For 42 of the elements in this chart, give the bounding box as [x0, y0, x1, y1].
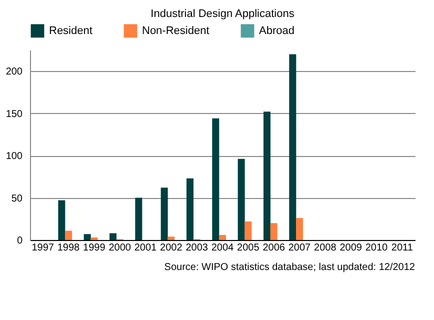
x-tick-label: 2009: [340, 242, 362, 254]
bar: [289, 54, 296, 240]
bar: [186, 178, 194, 240]
x-tick-label: 2004: [211, 242, 234, 254]
x-tick-label: 2006: [262, 242, 286, 254]
x-tick-label: 2011: [391, 242, 414, 254]
source-note: Source: WIPO statistics database; last updated: 12/2012: [164, 262, 416, 273]
x-tick-label: 1999: [83, 242, 106, 254]
bar: [84, 234, 91, 240]
legend-label: Non-Resident: [142, 24, 210, 37]
y-tick-label: 200: [6, 66, 23, 78]
bar: [296, 218, 303, 240]
bar: [212, 118, 220, 240]
bar: [65, 230, 72, 240]
bar: [58, 200, 66, 240]
y-tick-label: 100: [6, 151, 23, 162]
bar: [244, 221, 252, 240]
x-tick-label: 2008: [314, 242, 337, 254]
x-tick-label: 2010: [365, 242, 388, 254]
legend-label: Abroad: [259, 24, 294, 37]
chart-title: Industrial Design Applications: [150, 8, 295, 20]
x-tick-label: 2000: [108, 242, 132, 254]
x-tick-label: 2001: [134, 242, 158, 254]
x-tick-label: 2003: [186, 242, 208, 254]
bar: [135, 198, 142, 240]
x-tick-label: 1998: [57, 242, 80, 254]
y-tick-label: 50: [11, 193, 23, 204]
x-tick-label: 2002: [160, 242, 183, 254]
bar: [263, 112, 270, 240]
bar: [168, 236, 175, 240]
bar: [219, 234, 226, 240]
x-tick-label: 2007: [288, 242, 312, 254]
bar: [270, 223, 278, 240]
bar: [90, 237, 98, 240]
x-tick-label: 1997: [32, 242, 54, 254]
x-tick-label: 2005: [237, 242, 260, 254]
y-tick-label: 150: [6, 108, 23, 120]
legend-label: Resident: [49, 24, 92, 37]
bar: [109, 233, 116, 240]
bar: [160, 188, 168, 240]
y-tick-label: 0: [16, 236, 23, 246]
bar: [238, 158, 245, 240]
